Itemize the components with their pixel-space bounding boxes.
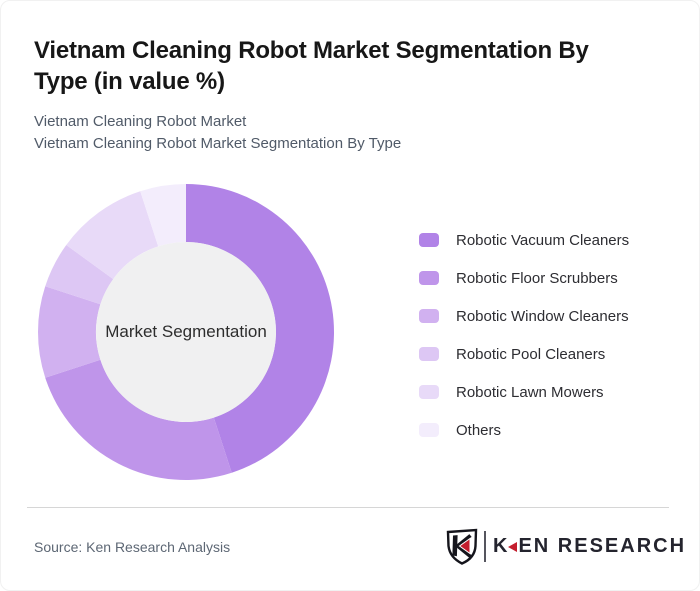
logo-text-rest: EN RESEARCH [518, 534, 687, 557]
legend-label: Robotic Vacuum Cleaners [456, 231, 630, 249]
chart-legend: Robotic Vacuum Cleaners Robotic Floor Scr… [419, 229, 629, 457]
donut-hole [96, 242, 276, 422]
legend-item: Robotic Window Cleaners [419, 305, 629, 327]
legend-item: Others [419, 419, 629, 441]
legend-item: Robotic Pool Cleaners [419, 343, 629, 365]
legend-label: Robotic Lawn Mowers [456, 383, 604, 401]
legend-label: Robotic Floor Scrubbers [456, 269, 618, 287]
legend-label: Others [456, 421, 502, 439]
donut-segment-2 [45, 359, 232, 481]
chart-subtitle: Vietnam Cleaning Robot Market Vietnam Cl… [34, 111, 401, 155]
ken-research-logo: K EN RESEARCH [445, 526, 686, 566]
legend-swatch [419, 423, 439, 437]
red-triangle-icon [508, 541, 518, 552]
logo-letter-k: K [493, 534, 510, 557]
subtitle-line-2: Vietnam Cleaning Robot Market Segmentati… [34, 135, 402, 152]
legend-item: Robotic Vacuum Cleaners [419, 229, 629, 251]
donut-segment-6 [140, 184, 186, 247]
logo-separator [484, 530, 486, 562]
legend-label: Robotic Window Cleaners [456, 307, 629, 325]
donut-segment-3 [37, 286, 101, 378]
legend-swatch [419, 309, 439, 323]
title-line-1: Vietnam Cleaning Robot Market Segmentati… [34, 37, 589, 64]
donut-chart-svg [37, 184, 335, 481]
page-title: Vietnam Cleaning Robot Market Segmentati… [34, 35, 671, 97]
donut-center-label: Market Segmentation [105, 322, 267, 341]
title-line-2: Type (in value %) [34, 68, 225, 95]
legend-swatch [419, 271, 439, 285]
legend-item: Robotic Floor Scrubbers [419, 267, 629, 289]
source-text: Source: Ken Research Analysis [34, 539, 231, 555]
donut-segment-1 [186, 184, 335, 473]
donut-chart [36, 182, 336, 482]
ken-research-shield-icon [446, 528, 478, 565]
footer-divider [27, 507, 669, 508]
legend-swatch [419, 385, 439, 399]
logo-wordmark: K EN RESEARCH [493, 535, 686, 558]
legend-label: Robotic Pool Cleaners [456, 345, 606, 363]
legend-item: Robotic Lawn Mowers [419, 381, 629, 403]
donut-segment-4 [45, 245, 114, 305]
legend-swatch [419, 233, 439, 247]
donut-segment-5 [66, 191, 159, 280]
subtitle-line-1: Vietnam Cleaning Robot Market [34, 113, 247, 130]
legend-swatch [419, 347, 439, 361]
